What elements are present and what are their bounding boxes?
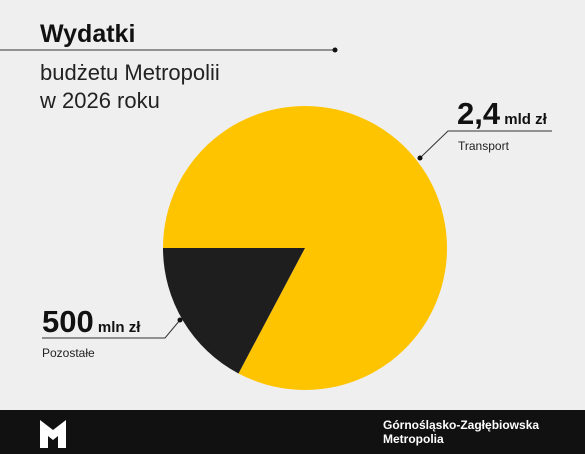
subtitle: w 2026 roku: [39, 88, 160, 113]
footer-brand: Górnośląsko-Zagłębiowska: [383, 418, 539, 432]
value-label: 500 mln zł: [42, 304, 141, 339]
pie: [163, 105, 447, 391]
chart-title: Wydatki: [40, 20, 135, 48]
category-label: Pozostałe: [42, 346, 95, 360]
pie-slice: [163, 248, 305, 374]
value-label: 2,4 mld zł: [457, 96, 548, 131]
leader-line: [42, 319, 181, 339]
leader-dot: [177, 317, 183, 323]
category-label: Transport: [458, 139, 510, 153]
leader-line: [419, 130, 552, 159]
footer-brand: Metropolia: [383, 432, 444, 446]
leader-dot: [417, 155, 423, 161]
subtitle: budżetu Metropolii: [40, 60, 220, 85]
title-dot: [332, 47, 338, 53]
logo: [40, 420, 66, 448]
footer: [0, 410, 585, 454]
